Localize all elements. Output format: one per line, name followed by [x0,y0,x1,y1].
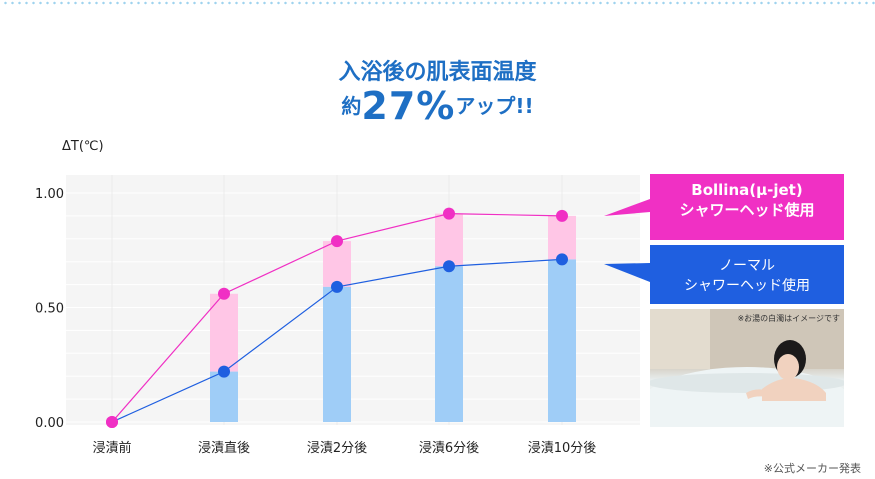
y-tick-label: 1.00 [35,187,64,202]
bath-photo: ※お湯の白濁はイメージです [650,309,844,427]
series-points [106,207,568,428]
x-tick-label: 浸漬前 [92,440,131,456]
bollina-data-point [331,235,343,248]
legend-bollina-line2: シャワーヘッド使用 [679,201,815,219]
photo-note: ※お湯の白濁はイメージです [737,314,840,323]
plot-background [66,175,640,425]
normal-value-bar [548,259,576,422]
pink-callout-pointer [604,199,650,216]
legend-normal-line2: シャワーヘッド使用 [684,278,810,294]
bollina-increase-bar [323,241,351,287]
bollina-data-point [556,209,568,222]
subtitle-prefix: 約 [341,94,362,118]
chart-title: 入浴後の肌表面温度 [338,60,537,85]
normal-data-point [331,280,343,293]
normal-data-point [218,365,230,378]
legend-normal: ノーマル シャワーヘッド使用 [650,245,844,304]
bollina-increase-bar [435,213,463,267]
bollina-data-point [106,416,118,428]
subtitle-suffix: アップ!! [455,94,534,118]
bollina-increase-bar [548,215,576,260]
x-tick-label: 浸漬10分後 [528,441,597,456]
normal-data-point [443,260,455,273]
x-tick-label: 浸漬2分後 [307,441,367,456]
legend-bollina-line1: Bollina(μ-jet) [691,181,803,199]
footnote: ※公式メーカー発表 [763,462,861,475]
bollina-data-point [443,207,455,220]
x-tick-label: 浸漬直後 [198,441,250,456]
x-tick-label: 浸漬6分後 [419,441,479,456]
chart-subtitle: 約27%アップ!! [0,84,875,128]
y-tick-label: 0.50 [35,302,64,317]
bollina-data-point [218,287,230,300]
bars [210,213,576,422]
legend-normal-line1: ノーマル [719,258,775,274]
normal-data-point [556,253,568,266]
y-ticks: 0.00 0.50 1.00 [35,187,64,431]
y-tick-label: 0.00 [35,416,64,431]
normal-value-bar [210,371,238,422]
x-tick-labels: 浸漬前 浸漬直後 浸漬2分後 浸漬6分後 浸漬10分後 [92,440,596,456]
normal-value-bar [323,286,351,422]
legend-bollina: Bollina(μ-jet) シャワーヘッド使用 [650,174,844,240]
normal-value-bar [435,266,463,422]
dotted-top-border [0,0,875,6]
bath-illustration [650,309,844,427]
bollina-increase-bar [210,293,238,372]
blue-callout-pointer [604,263,650,282]
y-axis-label: ΔT(℃) [62,139,104,154]
subtitle-percentage: 27% [361,84,456,128]
